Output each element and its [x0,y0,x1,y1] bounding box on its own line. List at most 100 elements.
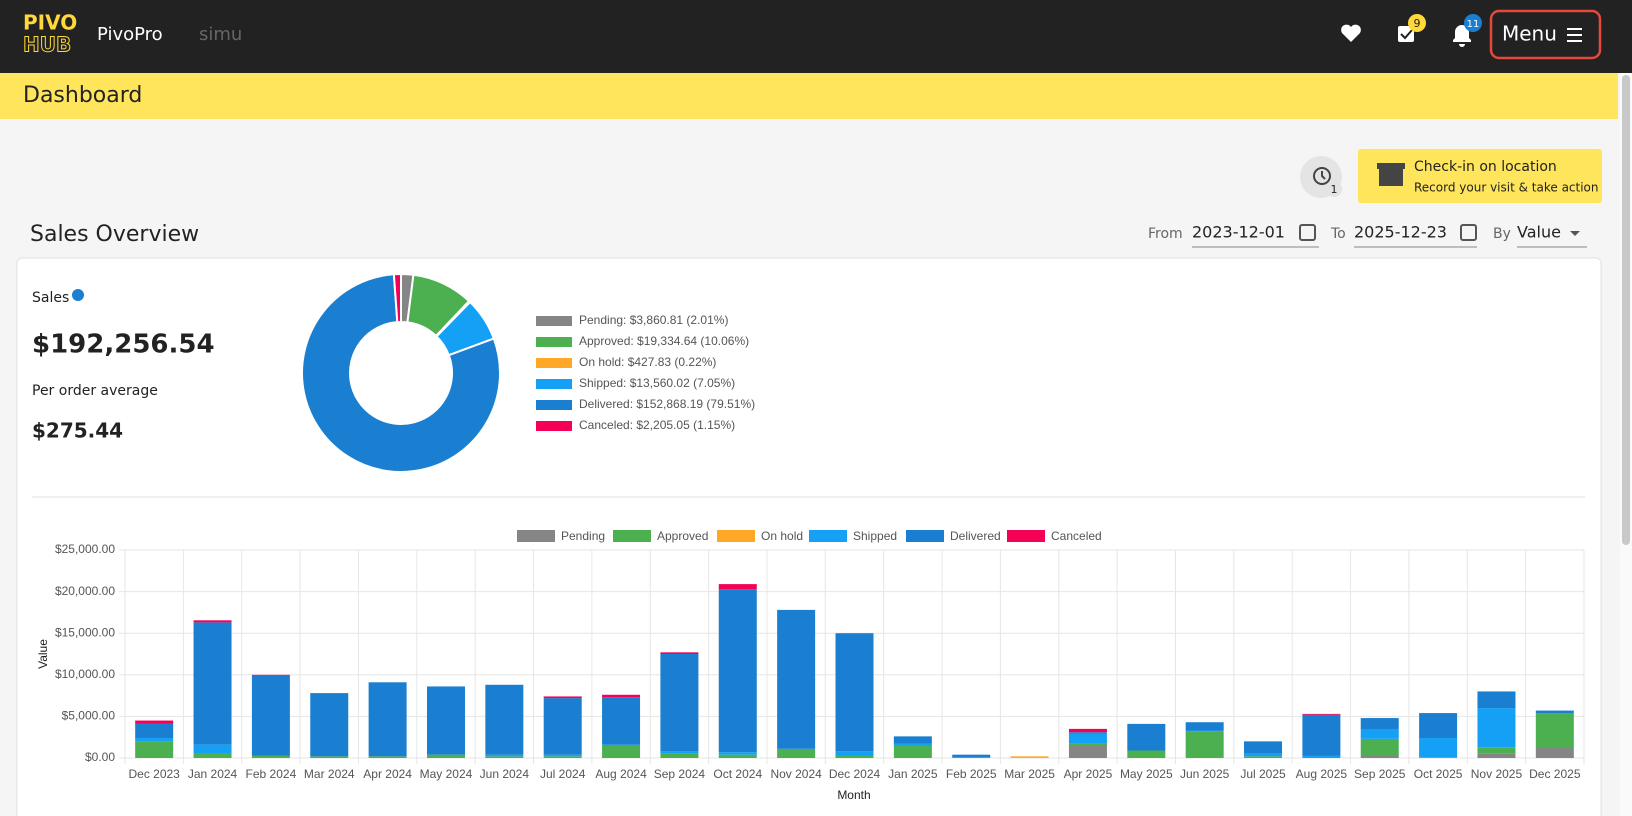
bar-segment [1185,730,1224,732]
legend-swatch [809,530,847,542]
menu-button[interactable] [1489,9,1602,60]
x-tick-label: Jul 2024 [540,767,586,781]
brand[interactable]: PivoPro [97,24,163,45]
bar-segment [193,744,232,754]
x-tick-label: Aug 2024 [595,767,647,781]
x-tick-label: Apr 2024 [363,767,412,781]
legend-label: Delivered: $152,868.19 (79.51%) [579,397,755,411]
bar-segment [777,748,816,758]
bar-segment [1477,708,1516,748]
bar-segment [1244,741,1283,754]
logo[interactable]: HUB [23,32,72,57]
bar-segment [135,720,174,724]
bar-segment [660,753,699,758]
badge [1326,181,1342,197]
by-select[interactable]: Value [1517,223,1561,242]
check [1400,29,1413,40]
bar-segment [1360,718,1399,730]
bar-segment [193,622,232,745]
y-tick-label: $20,000.00 [55,584,115,598]
bar-segment [543,756,582,758]
bar-segment [1068,745,1107,758]
by-label: By [1493,226,1511,242]
x-tick-label: Sep 2025 [1354,767,1406,781]
bar-segment [426,754,465,758]
y-tick-label: $25,000.00 [55,542,115,556]
legend-label: Canceled [1051,529,1102,543]
history-hand [1321,171,1326,180]
y-tick-label: $5,000.00 [62,709,116,723]
tasks-icon[interactable] [1398,26,1414,42]
info-icon[interactable] [72,289,84,301]
favorites-icon[interactable] [1341,24,1361,42]
from-calendar[interactable] [1299,224,1316,241]
bar-segment [1068,743,1107,746]
history-icon [1313,167,1331,185]
tasks-badge: 9 [1414,17,1421,30]
bar-segment [543,696,582,699]
x-tick-label: Sep 2024 [654,767,706,781]
x-tick-label: Apr 2025 [1064,767,1113,781]
notifications-icon[interactable] [1453,25,1471,47]
bar-segment [543,698,582,755]
checkin-button[interactable] [1358,149,1602,203]
bar-segment [1535,710,1574,714]
x-tick-label: Dec 2023 [128,767,180,781]
checkin-subtitle[interactable]: Record your visit & take action [1414,181,1599,195]
bar-segment [485,754,524,757]
dropdown-arrow[interactable] [1570,231,1580,236]
legend-label: Shipped: $13,560.02 (7.05%) [579,376,735,390]
bar-segment [660,751,699,754]
bar-segment [543,754,582,757]
scrollbar[interactable] [1622,75,1630,545]
y-tick-label: $15,000.00 [55,625,115,639]
legend-label: On hold [761,529,803,543]
bar-segment [368,682,407,757]
legend-label: Approved [657,529,708,543]
to-date[interactable]: 2025-12-23 [1354,223,1447,242]
bar-segment [1477,753,1516,758]
badge [1464,14,1482,32]
bar-segment [1185,722,1224,731]
bar-segment [1360,729,1399,739]
to-calendar[interactable] [1460,224,1477,241]
legend-label: Shipped [853,529,897,543]
bar-segment [893,736,932,744]
bar-segment [1244,753,1283,757]
average-label: Per order average [32,383,158,399]
checkin-title[interactable]: Check-in on location [1414,159,1557,175]
x-tick-label: Jul 2025 [1240,767,1286,781]
bar-segment [135,723,174,739]
legend-label: On hold: $427.83 (0.22%) [579,355,716,369]
legend-label: Delivered [950,529,1001,543]
legend-label: Canceled: $2,205.05 (1.15%) [579,418,735,432]
bar-segment [251,674,290,676]
top-bar [0,0,1632,73]
legend-swatch [1007,530,1045,542]
bar-segment [1068,732,1107,734]
bar-segment [1360,755,1399,758]
environment: simu [199,24,242,45]
x-tick-label: Jan 2025 [888,767,938,781]
y-axis-label: Value [36,639,50,669]
from-date[interactable]: 2023-12-01 [1192,223,1285,242]
donut-slice [392,272,402,324]
x-tick-label: May 2024 [420,767,473,781]
sales-total: $192,256.54 [32,330,215,360]
y-tick-label: $10,000.00 [55,667,115,681]
menu-label[interactable]: Menu [1502,22,1557,46]
x-axis-label: Month [837,788,870,802]
x-tick-label: Jan 2024 [188,767,238,781]
bar-segment [1535,713,1574,749]
logo[interactable]: PIVO [23,11,77,35]
bar-segment [193,753,232,758]
legend-swatch [536,316,572,326]
bar-segment [135,738,174,742]
bar-segment [310,693,349,757]
bar-segment [485,684,524,755]
bar-segment [835,751,874,756]
bar-segment [893,743,932,746]
legend-label: Approved: $19,334.64 (10.06%) [579,334,749,348]
